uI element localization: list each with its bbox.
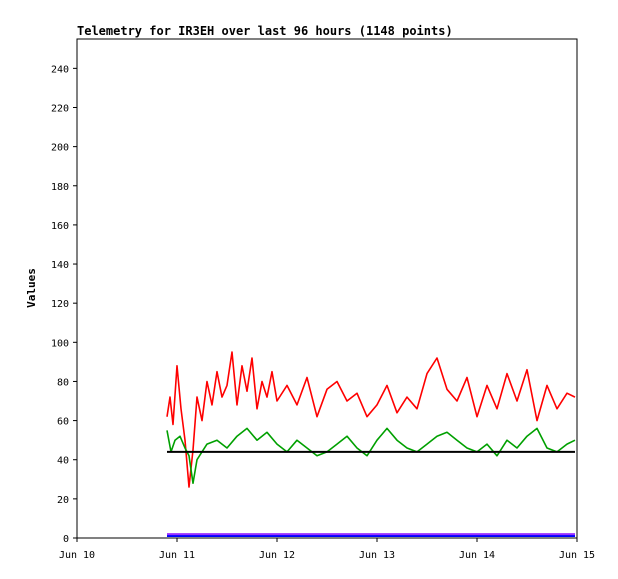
y-tick-label: 0 <box>63 534 69 545</box>
y-tick-label: 140 <box>51 260 69 271</box>
y-tick-label: 240 <box>51 64 69 75</box>
series-layer <box>166 351 576 537</box>
y-tick-label: 160 <box>51 221 69 232</box>
y-tick-label: 100 <box>51 338 69 349</box>
x-tick-label: Jun 10 <box>59 550 95 561</box>
y-tick-label: 80 <box>57 377 69 388</box>
y-tick-label: 20 <box>57 495 69 506</box>
x-tick-label: Jun 14 <box>459 550 495 561</box>
x-tick-label: Jun 15 <box>559 550 595 561</box>
x-tick-label: Jun 13 <box>359 550 395 561</box>
y-tick-label: 40 <box>57 456 69 467</box>
y-tick-label: 60 <box>57 417 69 428</box>
y-tick-label: 180 <box>51 182 69 193</box>
y-tick-label: 200 <box>51 143 69 154</box>
series-line-1 <box>166 351 576 488</box>
y-tick-label: 220 <box>51 103 69 114</box>
plot-area <box>76 38 578 539</box>
x-tick-label: Jun 12 <box>259 550 295 561</box>
y-axis-label: Values <box>25 268 38 308</box>
chart-title: Telemetry for IR3EH over last 96 hours (… <box>77 24 453 38</box>
axis-ticks: 0 20 40 60 80 100 120 140 160 180 200 220 240 Jun 10 J… <box>51 64 595 561</box>
x-tick-label: Jun 11 <box>159 550 195 561</box>
y-tick-label: 120 <box>51 299 69 310</box>
